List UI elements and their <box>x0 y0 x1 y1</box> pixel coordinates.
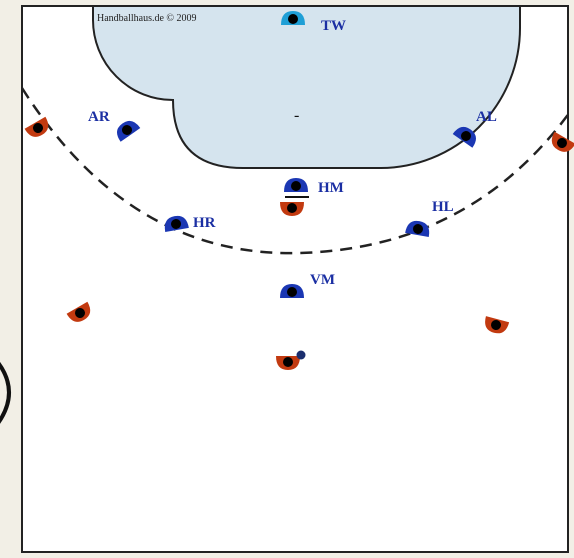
defender-tw-label: TW <box>321 18 346 34</box>
defender-vm-label: VM <box>310 272 335 288</box>
attacker-marker <box>280 202 304 216</box>
defender-hr-label: HR <box>193 215 216 231</box>
goal-area <box>92 5 521 169</box>
attacker-marker <box>66 301 91 322</box>
goal-marker: - <box>294 107 299 124</box>
attacker-marker <box>485 316 510 334</box>
attacker-marker <box>551 131 574 152</box>
defender-tw-marker <box>281 11 305 25</box>
defender-al-label: AL <box>476 109 497 125</box>
defender-hl-marker <box>405 220 430 237</box>
attacker-marker <box>276 356 300 370</box>
defender-ar-marker <box>117 120 141 142</box>
defender-al-marker <box>452 126 476 148</box>
credit-text: Handballhaus.de © 2009 <box>97 13 197 24</box>
defender-ar-label: AR <box>88 109 110 125</box>
defender-vm-marker <box>280 284 304 298</box>
attacker-marker <box>24 116 49 137</box>
players-layer <box>24 11 574 370</box>
labels-layer: TW AR AL HM HR HL VM <box>88 18 497 288</box>
defender-hr-marker <box>164 215 189 232</box>
defender-hm-label: HM <box>318 180 344 196</box>
partial-bracket-shape <box>0 362 11 424</box>
defender-hm-marker <box>284 178 308 192</box>
defender-hl-label: HL <box>432 199 454 215</box>
ball-icon <box>296 350 306 360</box>
